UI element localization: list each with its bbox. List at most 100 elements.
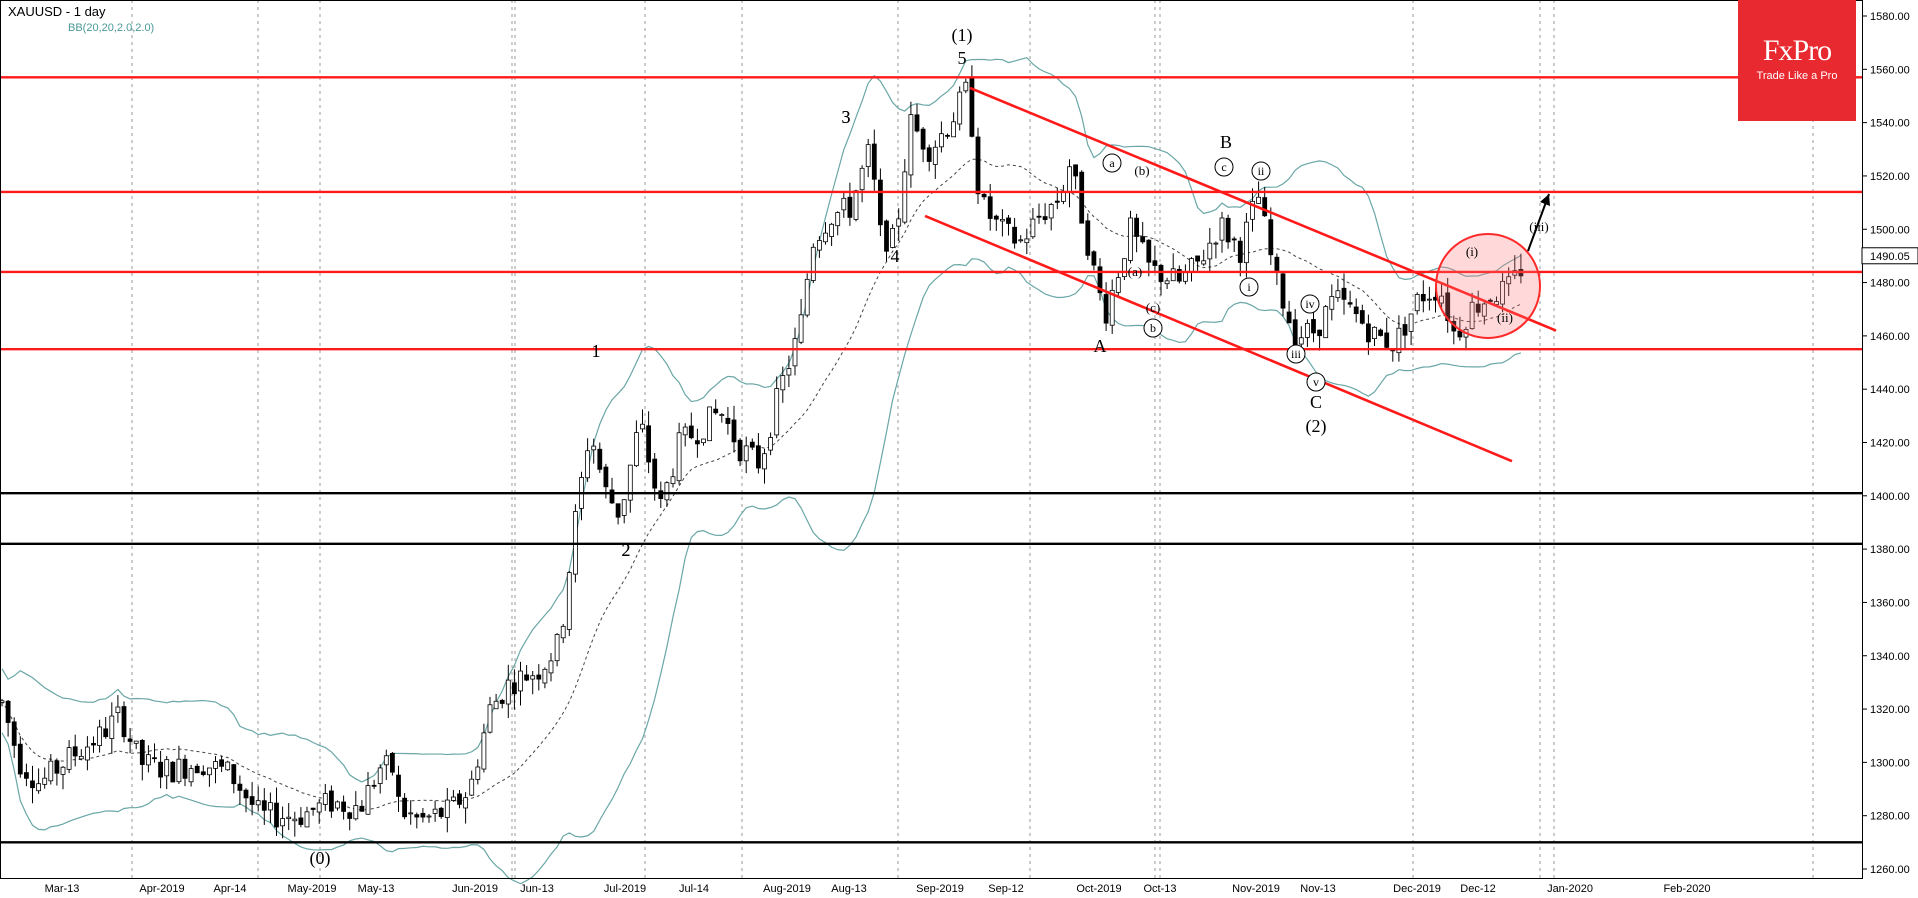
candle-bearish: [54, 760, 60, 774]
wave-label-circle: [1102, 153, 1122, 173]
wave-label: c: [1221, 160, 1226, 174]
candle-bullish: [1506, 276, 1512, 285]
candle-bearish: [457, 793, 462, 805]
candle-bearish: [884, 220, 889, 252]
price-tick-label: 1260.00: [1870, 864, 1910, 876]
candle-bearish: [981, 193, 987, 198]
candle-bullish: [60, 766, 66, 775]
candle-bearish: [1292, 319, 1298, 349]
candle-bullish: [383, 755, 389, 766]
date-tick-label: Apr-2019: [139, 883, 184, 895]
wave-label: (2): [1306, 416, 1327, 437]
candle-bearish: [1286, 311, 1292, 324]
wave-label: B: [1220, 132, 1232, 152]
candle-bearish: [274, 802, 279, 828]
wave-label: (0): [310, 848, 331, 869]
candle-bearish: [389, 752, 395, 773]
wave-label: A: [1094, 336, 1107, 356]
candle-bullish: [1128, 217, 1133, 261]
candle-bearish: [1353, 306, 1359, 315]
wave-label: iii: [1291, 347, 1302, 361]
wave-label: C: [1310, 392, 1322, 412]
current-price-label: 1490.05: [1870, 251, 1910, 263]
date-tick-label: Mar-13: [45, 883, 80, 895]
price-tick-label: 1520.00: [1870, 171, 1910, 183]
wave-label: (i): [1466, 244, 1478, 259]
candle-bearish: [139, 740, 145, 765]
candle-bullish: [115, 706, 121, 714]
candle-bullish: [426, 815, 432, 818]
candle-bearish: [926, 147, 932, 162]
date-tick-label: Dec-2019: [1393, 883, 1441, 895]
price-tick-label: 1400.00: [1870, 491, 1910, 503]
candle-bullish: [640, 423, 645, 430]
candle-bullish: [768, 437, 773, 451]
candle-bearish: [1054, 200, 1060, 203]
candle-bearish: [1311, 319, 1316, 334]
candle-bullish: [634, 432, 639, 467]
candle-bullish: [1201, 260, 1207, 265]
wave-label: b: [1150, 321, 1156, 335]
candle-bearish: [725, 417, 731, 424]
candle-bullish: [225, 761, 231, 771]
candle-bullish: [1414, 294, 1420, 312]
candle-bearish: [1402, 324, 1408, 336]
candle-bullish: [1494, 301, 1499, 305]
candle-bearish: [298, 817, 304, 825]
candle-bearish: [127, 738, 133, 742]
candle-bearish: [328, 790, 334, 812]
candle-bearish: [359, 805, 365, 812]
bollinger-lower-band: [1, 258, 1522, 885]
candle-bullish: [554, 634, 560, 662]
candle-bearish: [1317, 329, 1322, 337]
date-tick-label: Jun-2019: [452, 883, 498, 895]
candle-bearish: [878, 179, 883, 226]
price-tick-label: 1340.00: [1870, 651, 1910, 663]
wave-label: 3: [842, 107, 851, 127]
candle-bullish: [1189, 258, 1194, 272]
candle-bearish: [1475, 303, 1481, 313]
candle-bullish: [1207, 242, 1213, 260]
candle-bearish: [414, 814, 420, 818]
candle-bearish: [499, 699, 505, 704]
candle-bearish: [847, 196, 853, 218]
candle-bearish: [688, 425, 694, 439]
date-tick-label: Oct-13: [1143, 883, 1176, 895]
candle-bearish: [987, 196, 993, 219]
candle-bullish: [902, 171, 908, 223]
candle-bullish: [304, 811, 310, 828]
candle-bearish: [871, 143, 877, 180]
candle-bearish: [1384, 332, 1390, 348]
candle-bullish: [188, 768, 194, 783]
candle-bearish: [1457, 330, 1463, 338]
brand-tagline: Trade Like a Pro: [1756, 70, 1838, 82]
candle-bullish: [780, 375, 786, 391]
candle-bullish: [1329, 296, 1335, 310]
candle-bullish: [853, 190, 859, 220]
candle-bullish: [670, 476, 676, 485]
candle-bullish: [493, 700, 499, 710]
candle-bearish: [597, 448, 603, 470]
wave-label: 2: [622, 540, 631, 560]
candle-bullish: [560, 625, 566, 639]
trend-lines: [924, 86, 1557, 463]
candle-bearish: [756, 445, 761, 469]
date-tick-label: Nov-13: [1300, 883, 1335, 895]
candle-bearish: [1488, 299, 1493, 302]
candle-bullish: [896, 218, 902, 227]
arrow-head-icon: [1540, 194, 1550, 206]
candle-bullish: [1170, 268, 1176, 282]
candle-bullish: [176, 758, 182, 783]
candle-bearish: [512, 682, 517, 695]
wave-label: (iii): [1529, 219, 1549, 234]
candle-bearish: [438, 807, 444, 817]
trend-channel-line: [924, 214, 1513, 463]
candle-bullish: [255, 800, 261, 806]
candle-bearish: [1347, 302, 1353, 305]
date-tick-label: Sep-2019: [916, 883, 964, 895]
candle-bearish: [182, 758, 188, 779]
wave-label: (b): [1134, 163, 1149, 178]
candle-bearish: [603, 466, 609, 488]
candle-bearish: [914, 114, 920, 132]
